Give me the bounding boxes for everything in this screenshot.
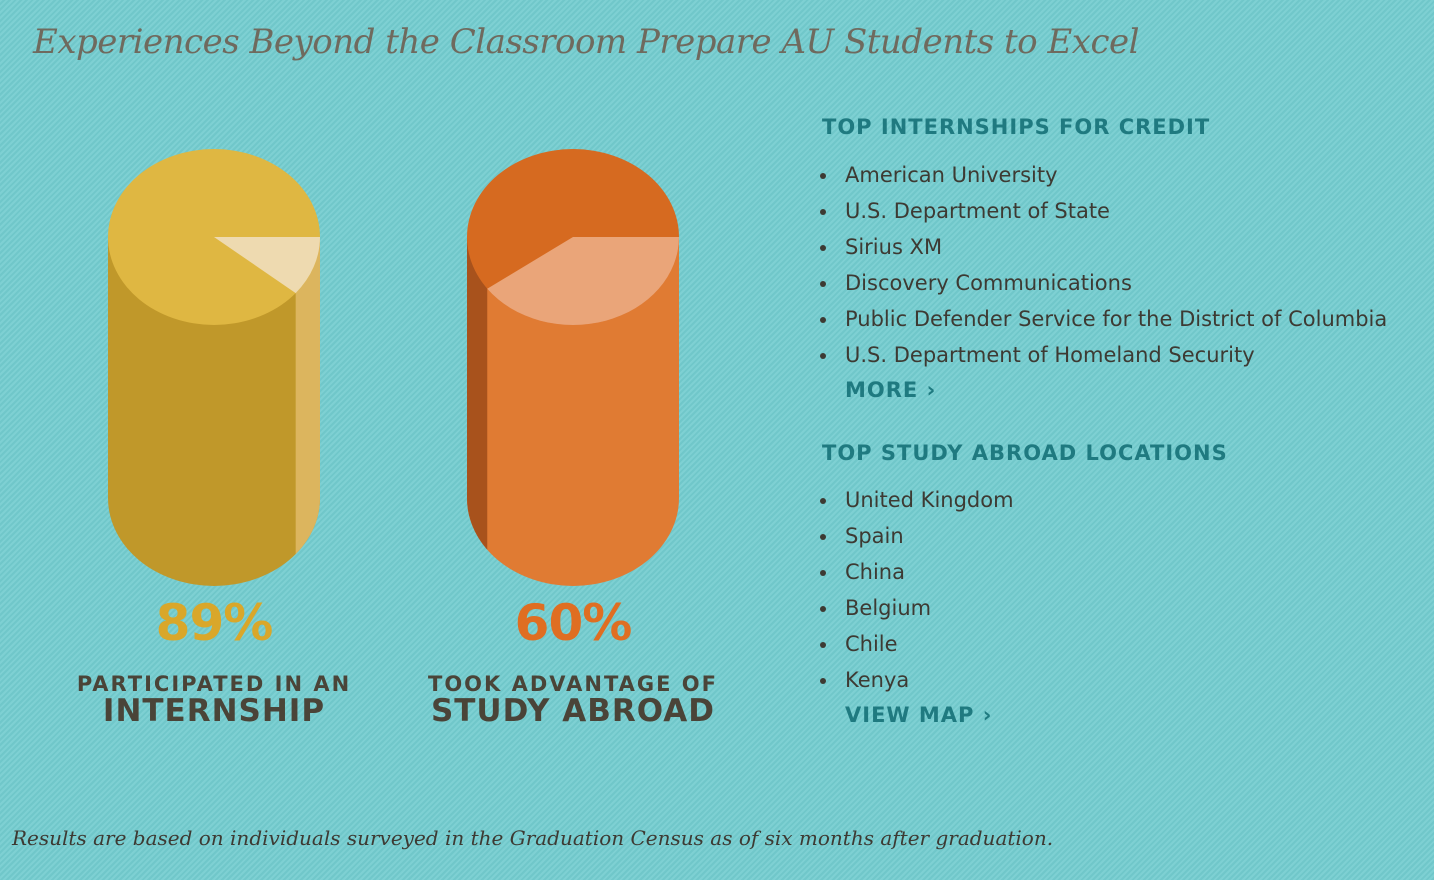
internships-list: American University U.S. Department of S… — [818, 157, 1387, 373]
list-item: U.S. Department of State — [818, 193, 1387, 229]
list-item: China — [818, 554, 1014, 590]
list-item: Belgium — [818, 590, 1014, 626]
list-item: Spain — [818, 518, 1014, 554]
view-map-link[interactable]: VIEW MAP › — [845, 703, 993, 727]
page-title: Experiences Beyond the Classroom Prepare… — [33, 22, 1140, 62]
internship-percent: 89% — [155, 594, 274, 652]
more-internships-link[interactable]: MORE › — [845, 378, 937, 402]
pie-slice-remainder — [487, 237, 679, 325]
internship-caption-line1: PARTICIPATED IN AN — [76, 672, 352, 696]
pie-slice-remainder — [214, 237, 320, 294]
cylinder-chart — [108, 149, 679, 586]
list-item: Discovery Communications — [818, 265, 1387, 301]
internship-caption-line2: INTERNSHIP — [102, 693, 326, 729]
internships-heading: TOP INTERNSHIPS FOR CREDIT — [822, 115, 1211, 139]
study-abroad-list: United Kingdom Spain China Belgium Chile… — [818, 482, 1014, 698]
list-item: United Kingdom — [818, 482, 1014, 518]
cylinder-body — [467, 237, 679, 586]
study-abroad-caption-line2: STUDY ABROAD — [430, 693, 716, 729]
footnote: Results are based on individuals surveye… — [12, 826, 1054, 850]
study-abroad-caption-line1: TOOK ADVANTAGE OF — [428, 672, 718, 696]
list-item: U.S. Department of Homeland Security — [818, 337, 1387, 373]
cylinder-side-strip — [467, 237, 488, 550]
study-abroad-heading: TOP STUDY ABROAD LOCATIONS — [822, 441, 1228, 465]
study-abroad-percent: 60% — [514, 594, 633, 652]
cylinder-body — [108, 237, 320, 586]
list-item: Chile — [818, 626, 1014, 662]
list-item: American University — [818, 157, 1387, 193]
list-item: Kenya — [818, 662, 1014, 698]
list-item: Sirius XM — [818, 229, 1387, 265]
list-item: Public Defender Service for the District… — [818, 301, 1387, 337]
cylinder-side-strip — [295, 237, 320, 555]
